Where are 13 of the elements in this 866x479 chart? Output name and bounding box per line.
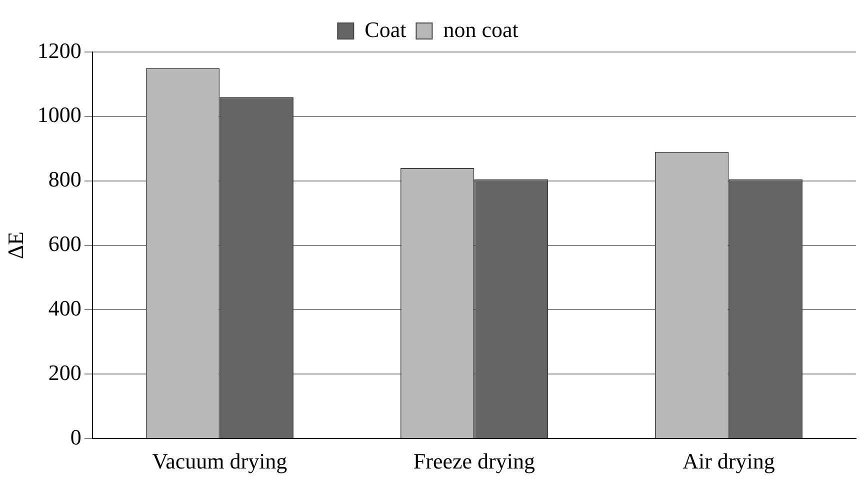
y-tick-label: 0: [70, 424, 82, 450]
y-tick-label: 1200: [37, 38, 82, 63]
y-tick-label: 600: [48, 231, 82, 256]
y-tick-label: 400: [48, 296, 82, 321]
y-tick-label: 200: [48, 360, 82, 385]
x-tick-label: Air drying: [682, 448, 775, 474]
y-axis-title: ΔE: [2, 232, 28, 260]
y-tick-label: 800: [48, 166, 82, 192]
legend-label: non coat: [443, 16, 518, 42]
x-tick-label: Freeze drying: [413, 448, 535, 474]
y-tick-label: 1000: [37, 102, 82, 128]
legend-label: Coat: [364, 16, 406, 42]
x-tick-label: Vacuum drying: [152, 448, 288, 474]
